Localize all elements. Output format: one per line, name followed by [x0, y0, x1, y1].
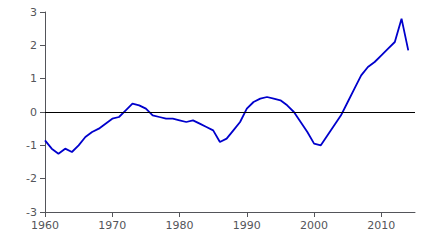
svg-text:1990: 1990: [233, 219, 261, 232]
svg-text:-2: -2: [26, 172, 37, 185]
svg-text:-1: -1: [26, 139, 37, 152]
svg-text:3: 3: [30, 6, 37, 19]
svg-text:1970: 1970: [98, 219, 126, 232]
svg-text:1960: 1960: [31, 219, 59, 232]
svg-text:0: 0: [30, 106, 37, 119]
svg-text:2010: 2010: [367, 219, 395, 232]
svg-text:2000: 2000: [300, 219, 328, 232]
svg-text:1980: 1980: [166, 219, 194, 232]
svg-text:2: 2: [30, 39, 37, 52]
svg-text:-3: -3: [26, 206, 37, 219]
svg-text:1: 1: [30, 72, 37, 85]
